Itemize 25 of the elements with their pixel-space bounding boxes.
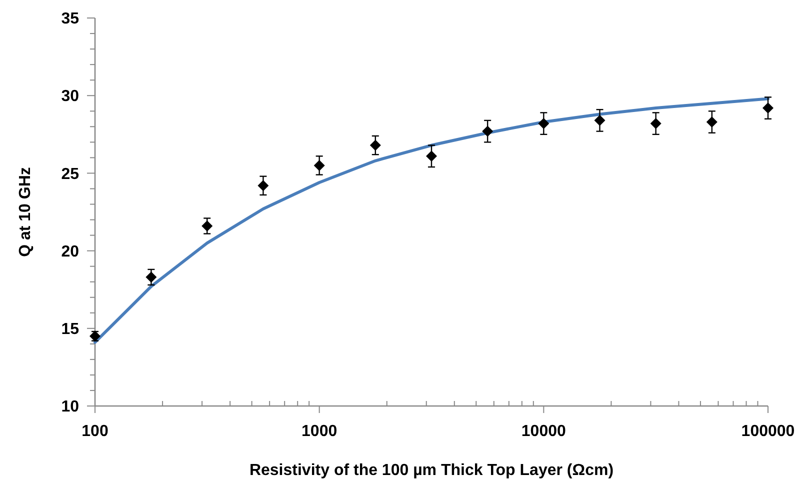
y-tick-label: 25 [61,166,80,183]
point [482,126,494,137]
point [146,272,157,283]
y-tick-label: 10 [61,398,80,416]
x-tick-label: 10000 [521,423,566,440]
point [538,118,550,130]
x-tick-label: 100 [82,423,108,440]
point [706,116,718,128]
x-tick-label: 100000 [741,423,795,440]
x-axis-title: Resistivity of the 100 µm Thick Top Layer (Ωcm) [249,462,614,479]
point [594,114,606,126]
x-tick-label: 1000 [302,423,338,440]
point [314,160,325,171]
point [426,150,437,162]
point [258,180,269,192]
y-tick-label: 35 [61,10,80,28]
y-axis-title: Q at 10 GHz [17,167,34,257]
y-tick-label: 15 [61,321,80,338]
point [202,220,213,232]
point [650,118,662,130]
point [762,102,774,114]
point [90,330,100,342]
point [370,140,381,151]
y-tick-label: 30 [61,88,80,106]
y-tick-label: 20 [61,243,80,260]
